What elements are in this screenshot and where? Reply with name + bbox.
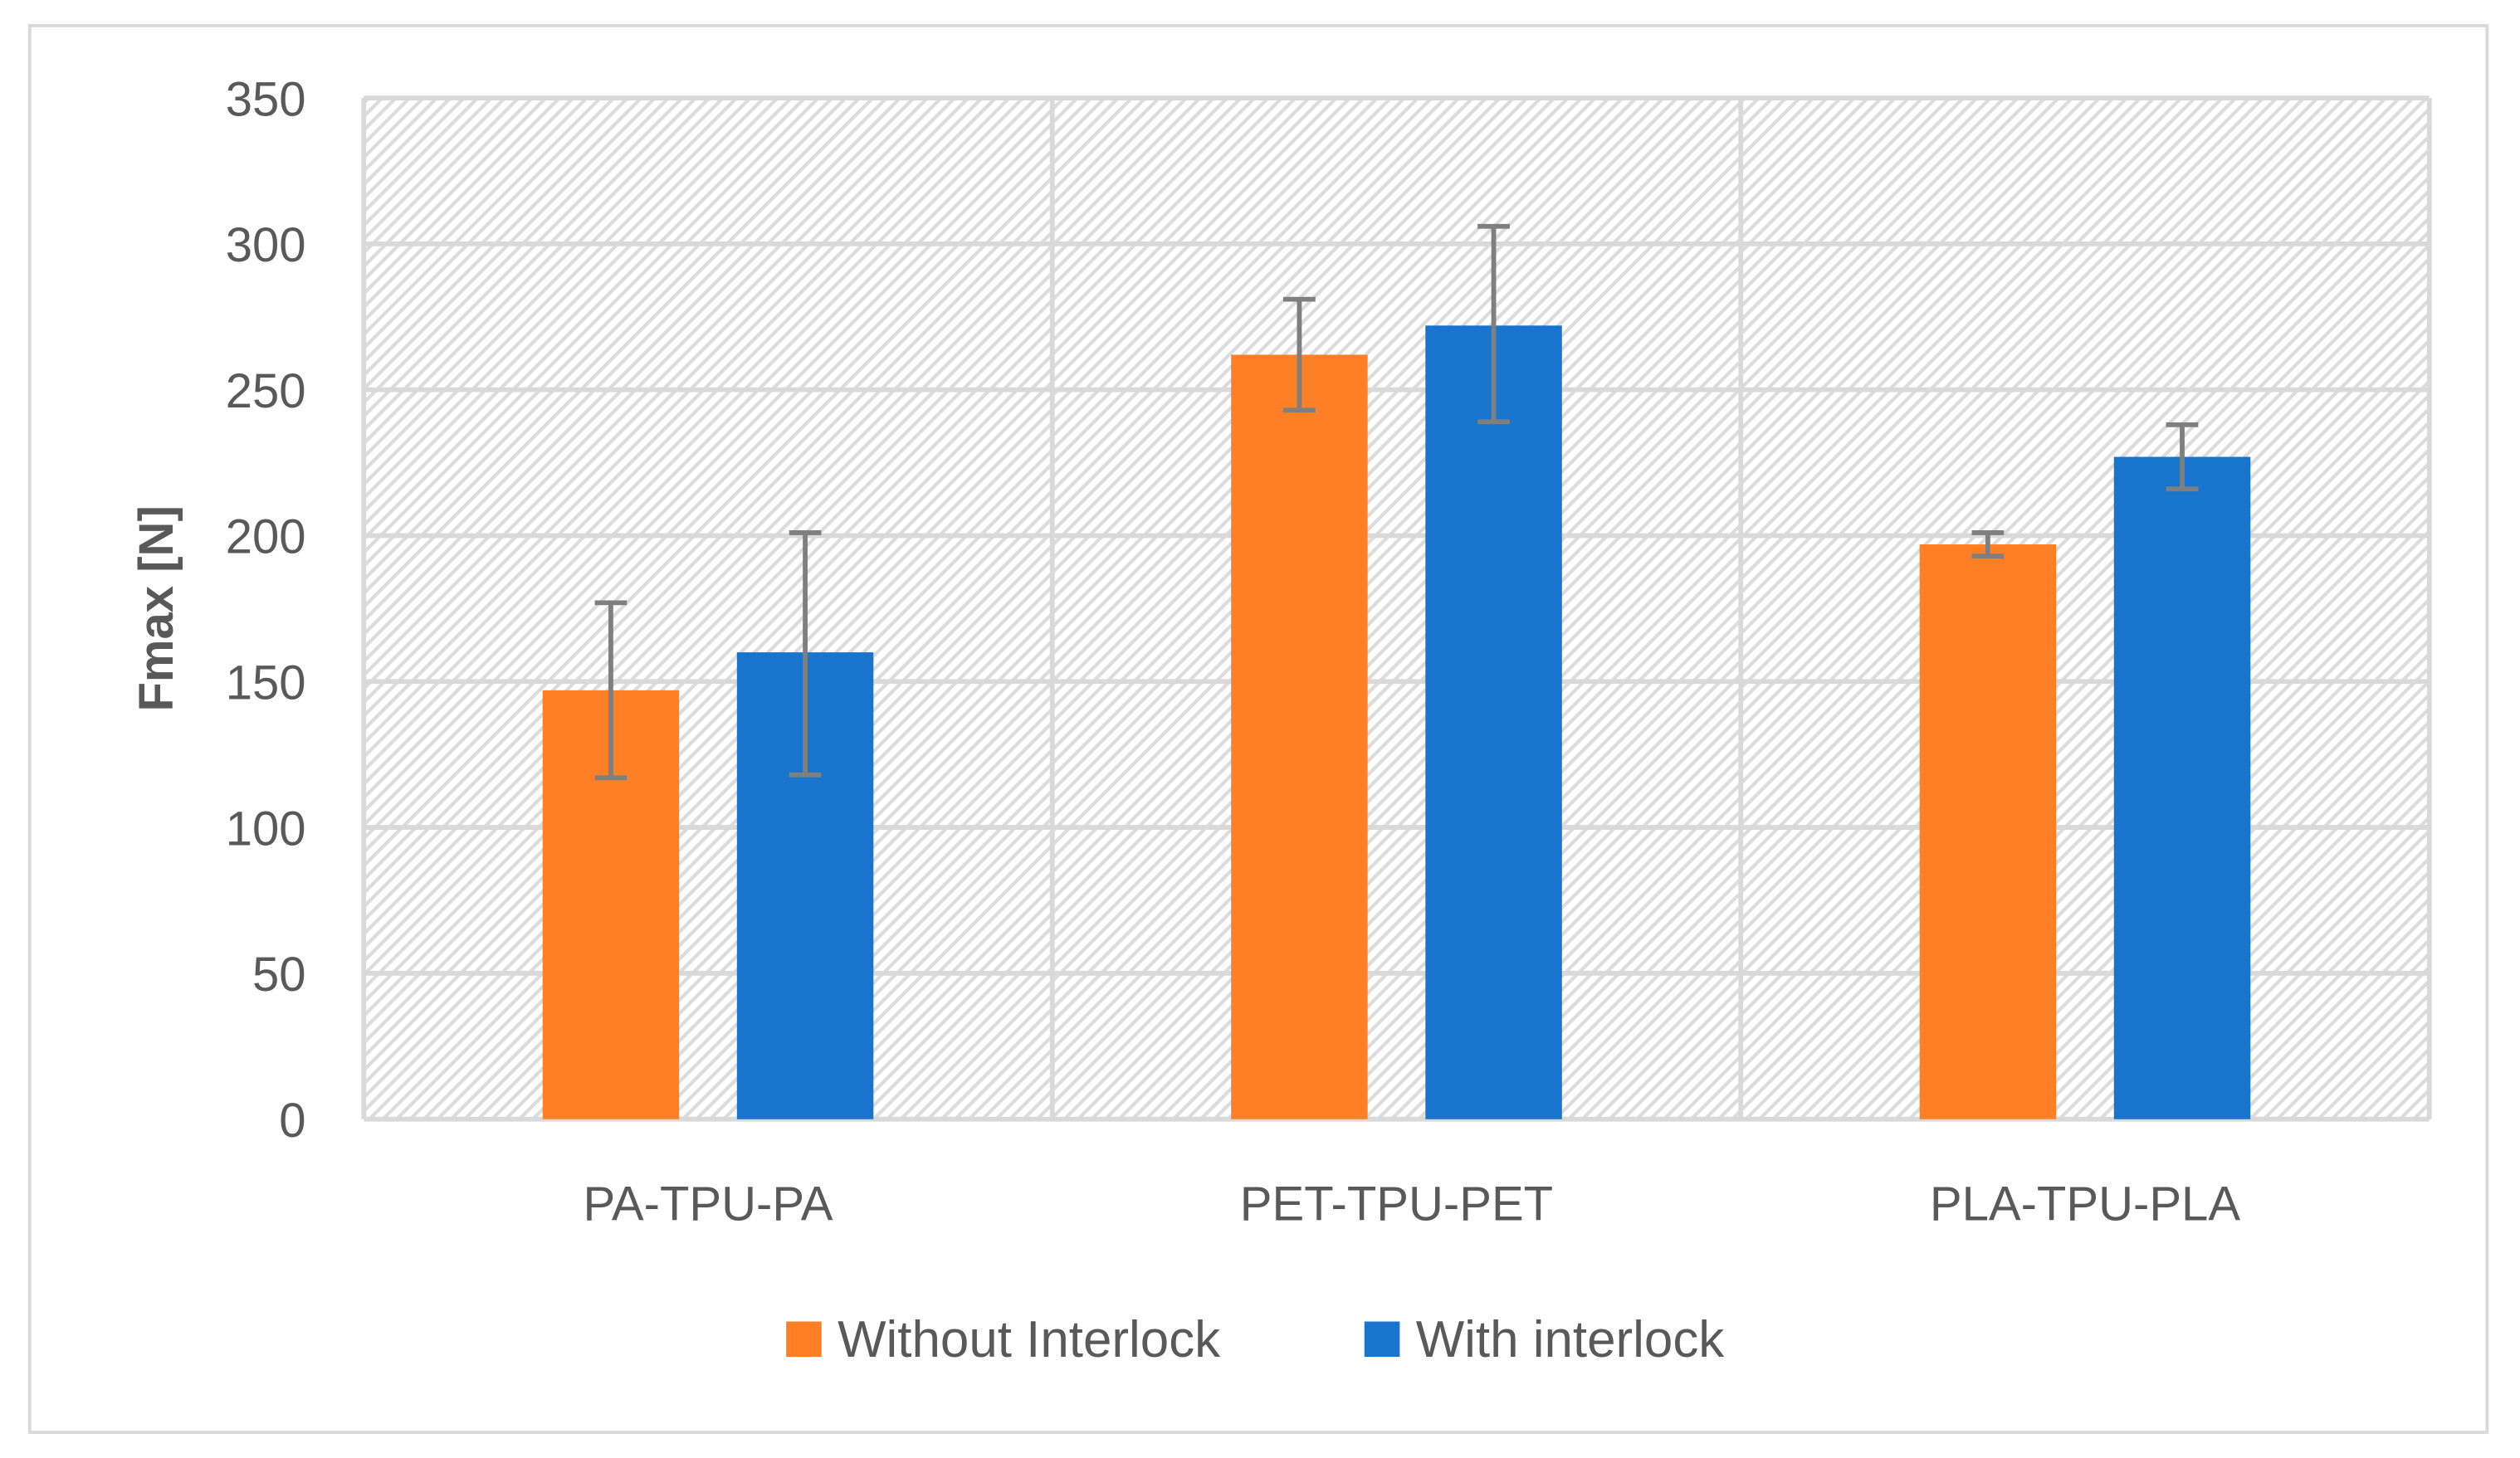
legend-label: With interlock [1416, 1311, 1726, 1368]
y-tick-label: 350 [226, 72, 306, 126]
y-axis-label: Fmax [N] [129, 505, 183, 711]
plot-area [364, 98, 2430, 1119]
bar-without-interlock [1231, 354, 1368, 1119]
x-tick-label: PLA-TPU-PLA [1930, 1178, 2240, 1231]
legend-swatch [1364, 1321, 1400, 1358]
y-tick-label: 300 [226, 218, 306, 272]
y-tick-label: 100 [226, 802, 306, 856]
legend-swatch [786, 1321, 822, 1358]
y-tick-label: 0 [279, 1094, 305, 1148]
bar-without-interlock [1919, 544, 2057, 1119]
y-tick-label: 50 [252, 948, 306, 1002]
bar-with-interlock [1425, 325, 1562, 1119]
y-tick-label: 200 [226, 510, 306, 564]
bar-with-interlock [2113, 456, 2251, 1119]
y-tick-label: 150 [226, 656, 306, 710]
y-tick-label: 250 [226, 364, 306, 418]
legend-label: Without Interlock [838, 1311, 1221, 1368]
x-tick-label: PA-TPU-PA [583, 1178, 833, 1231]
x-tick-label: PET-TPU-PET [1240, 1178, 1553, 1231]
